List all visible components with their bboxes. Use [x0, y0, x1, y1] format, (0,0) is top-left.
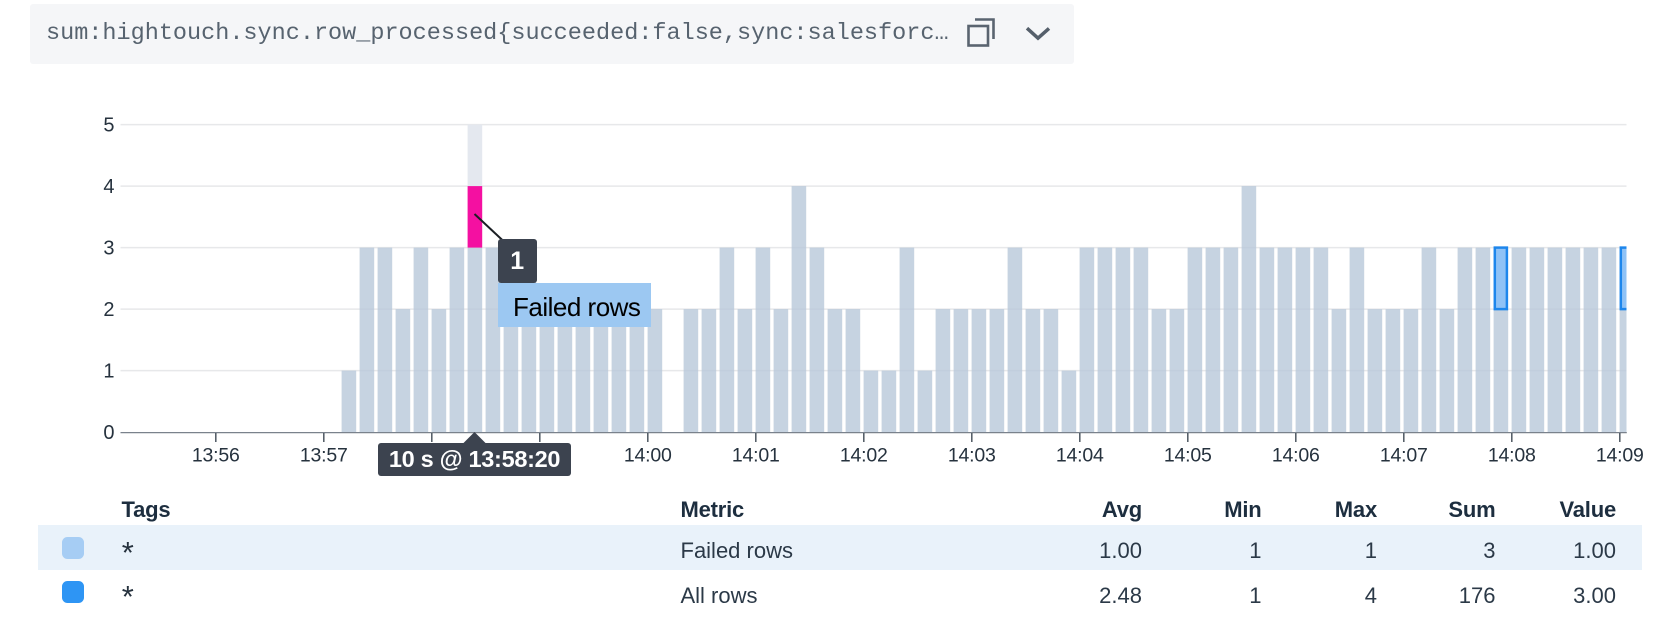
svg-text:14:08: 14:08 [1488, 445, 1536, 467]
svg-text:4: 4 [103, 176, 114, 198]
svg-text:0: 0 [103, 422, 114, 444]
svg-text:2: 2 [103, 299, 114, 321]
svg-text:14:06: 14:06 [1272, 445, 1320, 467]
svg-text:14:03: 14:03 [948, 445, 996, 467]
svg-text:1: 1 [103, 361, 114, 383]
svg-text:14:07: 14:07 [1380, 445, 1428, 467]
svg-text:13:56: 13:56 [192, 445, 240, 467]
svg-text:14:05: 14:05 [1164, 445, 1212, 467]
svg-text:5: 5 [103, 115, 114, 137]
svg-text:14:09: 14:09 [1596, 445, 1644, 467]
svg-text:14:04: 14:04 [1056, 445, 1104, 467]
svg-text:13:57: 13:57 [300, 445, 348, 467]
svg-text:14:02: 14:02 [840, 445, 888, 467]
svg-text:3: 3 [103, 238, 114, 260]
svg-text:14:01: 14:01 [732, 445, 780, 467]
svg-text:14:00: 14:00 [624, 445, 672, 467]
